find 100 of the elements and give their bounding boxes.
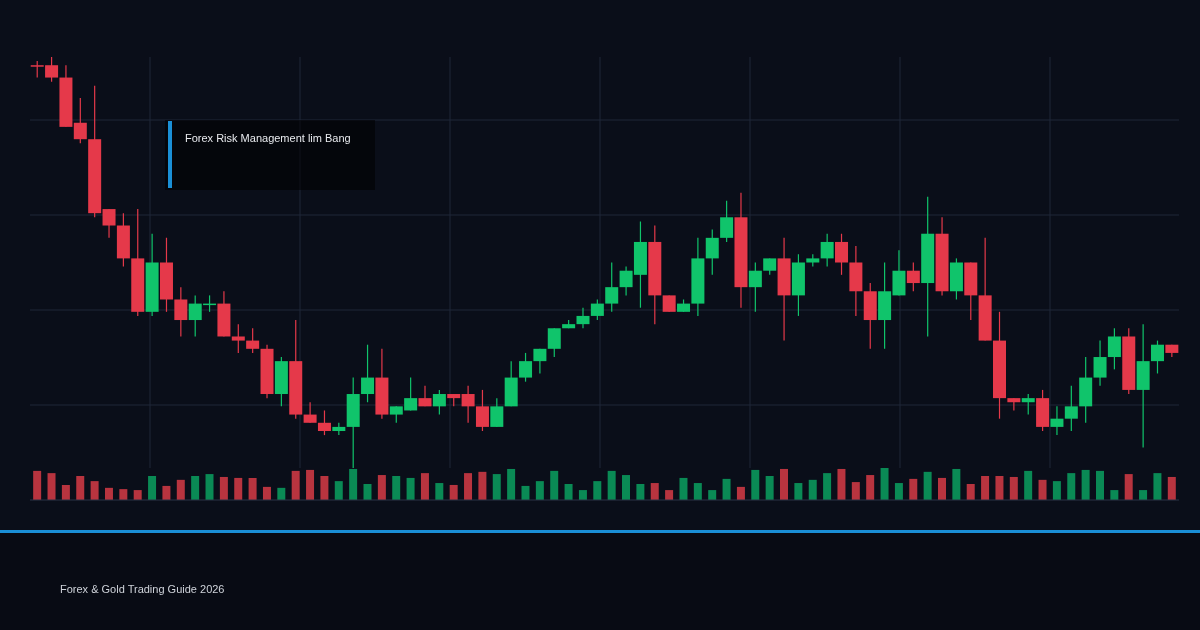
bar	[823, 473, 832, 500]
candlestick	[174, 286, 188, 338]
bar	[751, 469, 760, 500]
candlestick	[576, 307, 590, 329]
bar	[377, 475, 386, 500]
bar	[578, 490, 587, 500]
candlestick	[303, 401, 317, 424]
bar	[535, 481, 544, 500]
bar	[938, 477, 946, 500]
bar	[564, 484, 573, 500]
bar	[952, 468, 961, 500]
bar	[693, 483, 702, 500]
bar	[119, 489, 128, 500]
bar	[708, 490, 717, 500]
candlestick	[461, 385, 475, 424]
bar	[47, 473, 56, 500]
bar	[104, 487, 113, 500]
bar	[1067, 473, 1076, 500]
bar	[334, 481, 343, 500]
bar	[33, 470, 42, 500]
bar	[1009, 476, 1018, 500]
bar	[492, 474, 501, 500]
bar	[1124, 474, 1133, 500]
bar	[464, 473, 473, 500]
bar	[406, 477, 415, 500]
bar	[478, 471, 487, 500]
bar	[176, 479, 185, 500]
bar	[277, 487, 286, 500]
bar	[219, 476, 228, 500]
candlestick	[1150, 339, 1164, 375]
bar	[205, 474, 214, 500]
bar	[550, 470, 559, 500]
bar	[320, 476, 329, 500]
bar	[722, 478, 731, 500]
candlestick	[1007, 397, 1021, 412]
bar	[133, 490, 142, 500]
bar	[291, 470, 300, 500]
candlestick	[231, 323, 245, 354]
bar	[392, 476, 401, 500]
candlestick	[475, 389, 489, 432]
bar	[981, 476, 990, 500]
bar	[1052, 481, 1061, 500]
bar	[435, 483, 444, 500]
bar	[880, 468, 889, 500]
bar	[248, 477, 257, 500]
bar	[148, 476, 157, 500]
candlestick	[73, 97, 87, 144]
candlestick	[490, 397, 504, 428]
candlestick	[246, 327, 260, 354]
bar	[593, 481, 602, 500]
bar	[363, 484, 372, 500]
candlestick	[705, 229, 719, 276]
candlestick	[748, 261, 762, 313]
bar	[1024, 470, 1033, 500]
bar	[622, 475, 631, 500]
bar	[1038, 479, 1047, 500]
bar	[1153, 473, 1162, 500]
candlestick	[317, 409, 331, 436]
candlestick	[835, 233, 849, 276]
candlestick	[533, 348, 547, 375]
candlestick	[590, 298, 604, 321]
bar	[866, 475, 875, 500]
title-panel: Forex Risk Management lim Bang	[165, 120, 375, 190]
bar	[780, 468, 789, 500]
bar	[61, 484, 70, 500]
bar	[507, 468, 516, 500]
bar	[521, 485, 530, 500]
bar	[923, 471, 932, 500]
bar	[262, 486, 271, 500]
bar	[1110, 490, 1119, 500]
candlestick	[361, 344, 375, 403]
candlestick	[1021, 393, 1035, 416]
bar	[894, 483, 903, 500]
candlestick	[519, 352, 533, 383]
candlestick	[547, 327, 561, 358]
bar	[665, 490, 674, 500]
bar	[851, 482, 860, 500]
bar	[1095, 470, 1104, 500]
candlestick	[720, 200, 734, 243]
bar	[765, 476, 774, 500]
candlestick	[906, 261, 920, 292]
bar	[234, 477, 243, 500]
bar	[306, 469, 315, 500]
bar	[679, 477, 688, 500]
bar	[76, 476, 85, 500]
candlestick	[1093, 339, 1107, 387]
bar	[1167, 476, 1176, 500]
bar	[1081, 469, 1090, 500]
candlestick	[605, 261, 619, 313]
candlestick	[1064, 385, 1078, 432]
candlestick	[102, 208, 116, 239]
bar	[966, 484, 975, 500]
text: Forex & Gold Trading Guide 2026	[60, 583, 225, 595]
bar	[736, 486, 745, 500]
candlestick	[432, 389, 446, 416]
bar	[90, 481, 99, 500]
bar	[191, 476, 200, 500]
bar	[349, 468, 358, 500]
bar	[607, 470, 616, 500]
bar	[1139, 490, 1148, 500]
